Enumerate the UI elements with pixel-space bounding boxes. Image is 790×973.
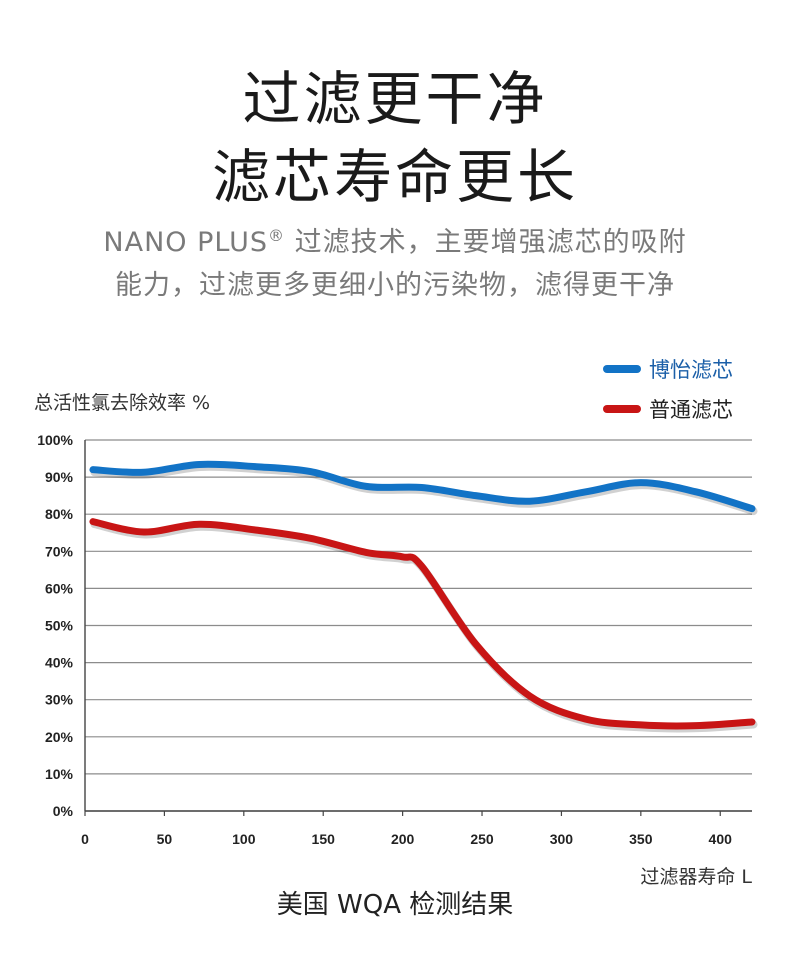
chart-series [89,460,758,733]
x-tick-label: 300 [550,831,574,847]
chart-grid [84,439,752,812]
y-tick-label: 20% [45,729,74,745]
x-tick-label: 250 [470,831,494,847]
y-tick-label: 90% [45,469,74,485]
x-axis-label: 过滤器寿命 L [640,866,752,888]
x-tick-label: 100 [232,831,256,847]
subtitle-line1-text: 过滤技术，主要增强滤芯的吸附 [285,227,687,258]
x-tick-label: 400 [709,831,733,847]
legend-label-series-2: 普通滤芯 [649,398,733,422]
series-shadow-2 [90,520,758,733]
x-tick-label: 150 [312,831,336,847]
page-title-line1: 过滤更干净 [242,65,548,133]
registered-mark: ® [268,226,285,245]
legend-swatch-red [603,405,641,413]
legend-item-series-2: 普通滤芯 [603,394,733,424]
chart-ticks: 0% 10% 20% 30% 40% 50% 60% 70% 80% 90% 100% 0 50 100 1… [37,432,732,847]
y-tick-label: 70% [45,543,74,559]
y-axis-label: 总活性氯去除效率 % [34,392,211,414]
legend-label-series-1: 博怡滤芯 [649,358,733,382]
y-tick-label: 0% [53,803,74,819]
page-title-line2: 滤芯寿命更长 [211,143,578,211]
x-tick-label: 200 [391,831,415,847]
y-tick-label: 30% [45,692,74,708]
y-tick-label: 60% [45,580,74,596]
y-tick-label: 40% [45,655,74,671]
x-tick-label: 50 [157,831,173,847]
x-tick-label: 350 [629,831,653,847]
x-tick-label: 0 [81,831,89,847]
subtitle-line2: 能力，过滤更多更细小的污染物，滤得更干净 [115,270,675,301]
series-line-2 [89,518,756,730]
y-tick-label: 50% [45,618,74,634]
subtitle-line1: NANO PLUS® 过滤技术，主要增强滤芯的吸附 [0,226,790,259]
y-tick-label: 10% [45,766,74,782]
chart-caption: 美国 WQA 检测结果 [276,890,514,920]
y-tick-label: 100% [37,432,73,448]
brand-name: NANO PLUS [103,227,268,258]
legend-swatch-blue [603,365,641,373]
y-tick-label: 80% [45,506,74,522]
legend-item-series-1: 博怡滤芯 [603,354,733,384]
